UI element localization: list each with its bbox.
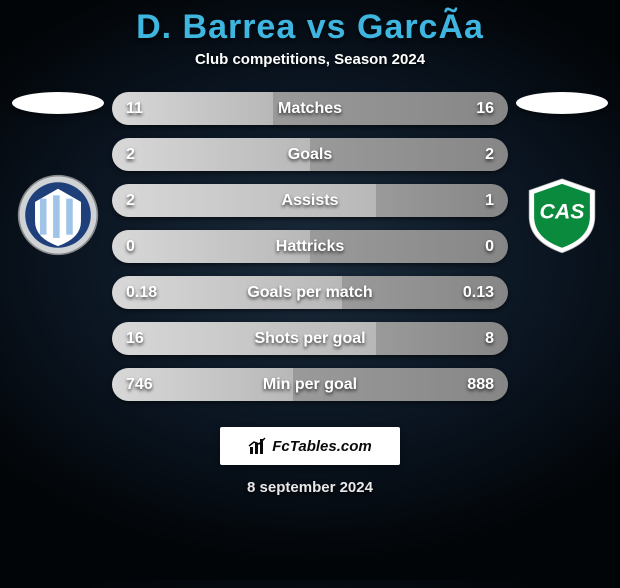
stat-label: Min per goal — [263, 376, 357, 394]
left-nation-badge — [12, 92, 104, 114]
stat-label: Goals — [288, 146, 332, 164]
left-player-col — [8, 92, 108, 401]
stat-left-value: 2 — [126, 192, 135, 210]
stat-left-value: 746 — [126, 376, 153, 394]
stat-row: 746 Min per goal 888 — [112, 368, 508, 401]
date-text: 8 september 2024 — [0, 479, 620, 496]
stat-left-value: 16 — [126, 330, 144, 348]
stat-label: Hattricks — [276, 238, 344, 256]
stat-label: Goals per match — [247, 284, 372, 302]
svg-text:CAS: CAS — [540, 199, 585, 223]
stat-right-value: 888 — [467, 376, 494, 394]
right-nation-badge — [516, 92, 608, 114]
stat-row: 0.18 Goals per match 0.13 — [112, 276, 508, 309]
stat-row: 11 Matches 16 — [112, 92, 508, 125]
stat-left-value: 11 — [126, 100, 143, 118]
stat-right-value: 0.13 — [463, 284, 494, 302]
brand-badge: FcTables.com — [220, 427, 400, 465]
stat-row: 0 Hattricks 0 — [112, 230, 508, 263]
stat-left-value: 0 — [126, 238, 135, 256]
stat-row: 2 Assists 1 — [112, 184, 508, 217]
page-title: D. Barrea vs GarcÃ­a — [0, 8, 620, 47]
stat-left-value: 0.18 — [126, 284, 157, 302]
stat-right-value: 1 — [485, 192, 494, 210]
chart-icon — [248, 436, 268, 456]
stat-right-value: 16 — [476, 100, 494, 118]
stat-row: 2 Goals 2 — [112, 138, 508, 171]
stat-label: Shots per goal — [254, 330, 365, 348]
subtitle: Club competitions, Season 2024 — [0, 51, 620, 68]
comparison-columns: 11 Matches 16 2 Goals 2 2 Assists 1 0 Hattricks 0 0.… — [0, 92, 620, 401]
stat-right-value: 2 — [485, 146, 494, 164]
stat-rows: 11 Matches 16 2 Goals 2 2 Assists 1 0 Hattricks 0 0.… — [108, 92, 512, 401]
stat-label: Matches — [278, 100, 342, 118]
stat-row: 16 Shots per goal 8 — [112, 322, 508, 355]
brand-text: FcTables.com — [272, 438, 371, 455]
stat-right-value: 0 — [485, 238, 494, 256]
stat-right-value: 8 — [485, 330, 494, 348]
right-club-crest: CAS — [521, 174, 603, 256]
stat-left-value: 2 — [126, 146, 135, 164]
left-club-crest — [17, 174, 99, 256]
stat-label: Assists — [282, 192, 339, 210]
right-player-col: CAS — [512, 92, 612, 401]
